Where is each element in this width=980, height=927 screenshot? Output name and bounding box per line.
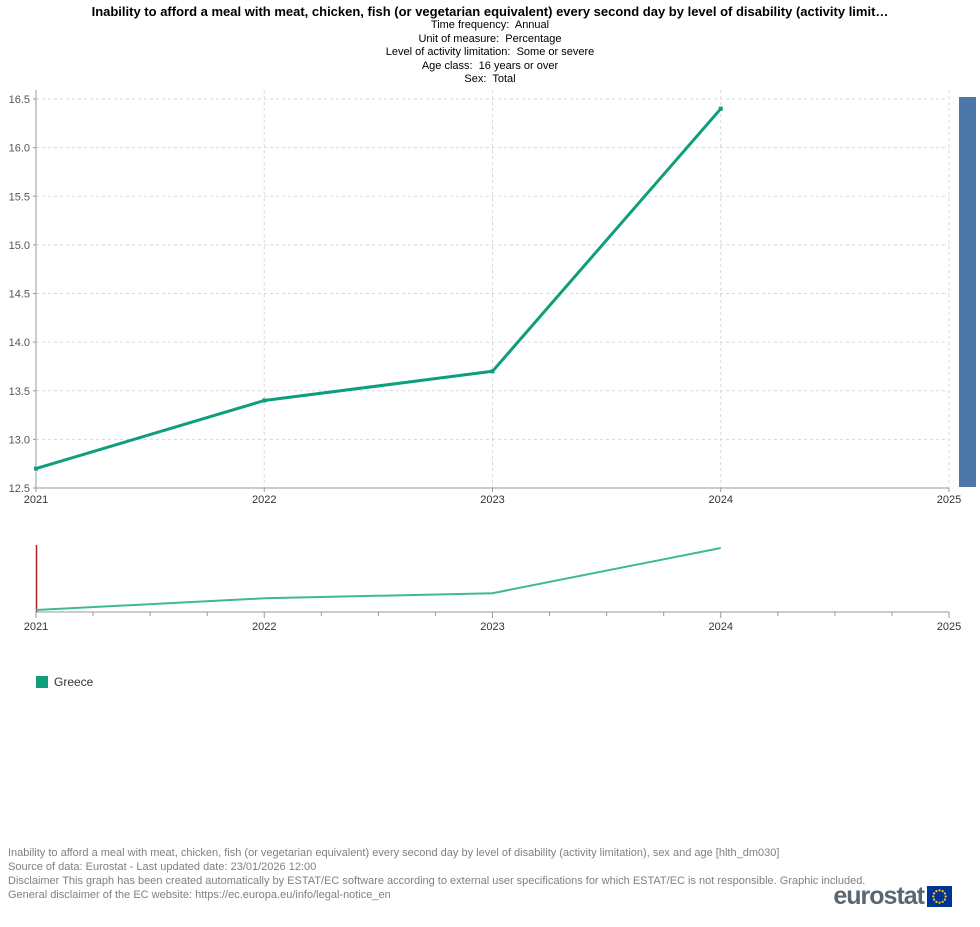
y-axis-label: 12.5 [9,483,30,495]
chart-subtitle-age-class: Age class: 16 years or over [421,59,559,72]
series-point-marker[interactable] [262,398,267,403]
y-axis-label: 16.5 [9,94,30,106]
chart-subtitle-unit: Unit of measure: Percentage [418,32,562,45]
x-axis-label: 2023 [480,494,504,506]
chart-subtitle-time-frequency: Time frequency: Annual [430,19,550,31]
navigator-x-axis-label: 2025 [937,621,961,633]
y-axis-label: 16.0 [9,143,30,155]
y-axis-label: 15.0 [9,240,30,252]
x-axis-label: 2022 [252,494,276,506]
x-axis-label: 2021 [24,494,48,506]
footer-dataset-line: Inability to afford a meal with meat, ch… [8,847,780,859]
navigator-x-axis-label: 2021 [24,621,48,633]
main-chart: 12.5 13.0 13.5 14.0 14.5 15.0 15.5 16.0 16.5 2021… [9,90,961,506]
series-point-marker[interactable] [490,369,495,374]
series-point-marker[interactable] [34,466,38,471]
legend: Greece [36,675,93,689]
footer-legal-notice-line: General disclaimer of the EC website: ht… [8,889,391,901]
legend-label-greece: Greece [54,675,94,689]
y-axis-label: 13.0 [9,434,30,446]
navigator-x-axis-label: 2022 [252,621,276,633]
x-axis-label: 2024 [709,494,733,506]
y-axis-label: 14.0 [9,337,30,349]
y-zoom-scrollbar-thumb[interactable] [959,97,976,487]
footer: Inability to afford a meal with meat, ch… [8,846,972,902]
footer-source-line: Source of data: Eurostat - Last updated … [8,861,317,873]
chart-subtitle-activity-limitation: Level of activity limitation: Some or se… [385,46,595,59]
series-line-greece[interactable] [34,107,723,471]
chart-canvas[interactable]: 12.5 13.0 13.5 14.0 14.5 15.0 15.5 16.0 16.5 2021… [0,0,980,660]
y-axis-label: 13.5 [9,386,30,398]
chart-title: Inability to afford a meal with meat, ch… [91,4,889,19]
navigator-x-axis-label: 2024 [709,621,733,633]
navigator[interactable]: 2021 2022 2023 2024 2025 [24,545,961,633]
chart-header: Inability to afford a meal with meat, ch… [0,4,980,87]
navigator-series-line [35,547,721,611]
chart-subtitle-sex: Sex: Total [464,73,516,86]
eu-flag-icon [927,886,952,907]
footer-disclaimer-line: Disclaimer This graph has been created a… [8,875,866,887]
navigator-x-axis-label: 2023 [480,621,504,633]
eurostat-logo-text: eurostat [833,882,925,910]
legend-swatch-greece [36,676,48,688]
y-axis-label: 14.5 [9,289,30,301]
series-point-marker[interactable] [718,106,723,111]
eurostat-logo: eurostat [833,882,952,910]
x-axis-label: 2025 [937,494,961,506]
legend-item-greece[interactable]: Greece [36,675,93,689]
y-axis-label: 15.5 [9,191,30,203]
